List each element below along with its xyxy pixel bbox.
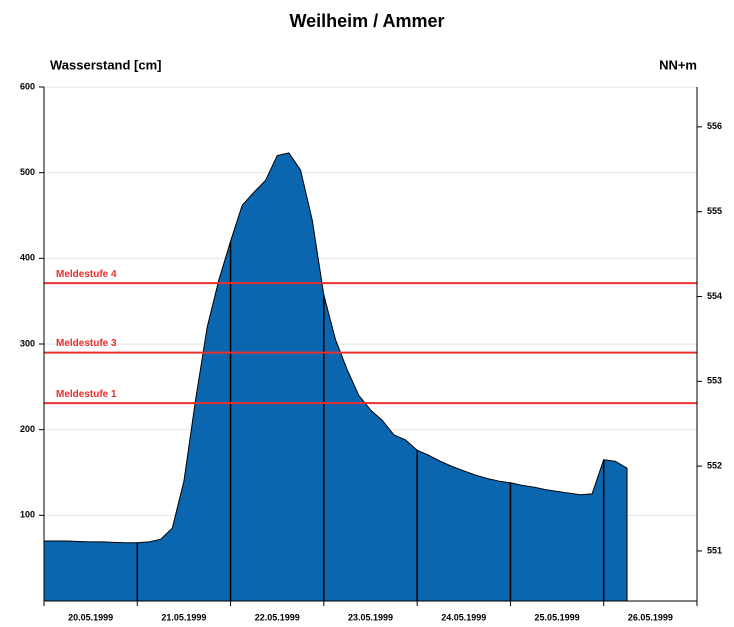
area [43, 152, 628, 602]
x-tick-label: 24.05.1999 [441, 612, 486, 622]
x-tick-label: 25.05.1999 [535, 612, 580, 622]
y-tick-label: 400 [20, 253, 35, 263]
y2-tick-label: 551 [707, 545, 722, 555]
y2-tick-label: 555 [707, 206, 722, 216]
y-tick-label: 300 [20, 338, 35, 348]
x-tick-label: 26.05.1999 [628, 612, 673, 622]
y-tick-label: 600 [20, 81, 35, 91]
y2-tick-label: 554 [707, 291, 722, 301]
y-tick-label: 500 [20, 167, 35, 177]
threshold-label: Meldestufe 4 [56, 269, 117, 280]
y2-tick-label: 556 [707, 121, 722, 131]
y-axis-label: Wasserstand [cm] [50, 57, 162, 72]
chart-title: Weilheim / Ammer [289, 11, 444, 31]
y2-tick-label: 553 [707, 376, 722, 386]
x-tick-label: 23.05.1999 [348, 612, 393, 622]
x-tick-label: 21.05.1999 [161, 612, 206, 622]
y2-tick-label: 552 [707, 461, 722, 471]
y-tick-label: 100 [20, 510, 35, 520]
x-tick-label: 22.05.1999 [255, 612, 300, 622]
y-tick-label: 200 [20, 424, 35, 434]
threshold-label: Meldestufe 3 [56, 338, 117, 349]
x-tick-label: 20.05.1999 [68, 612, 113, 622]
y2-axis-label: NN+m [659, 57, 697, 72]
threshold-label: Meldestufe 1 [56, 389, 117, 400]
